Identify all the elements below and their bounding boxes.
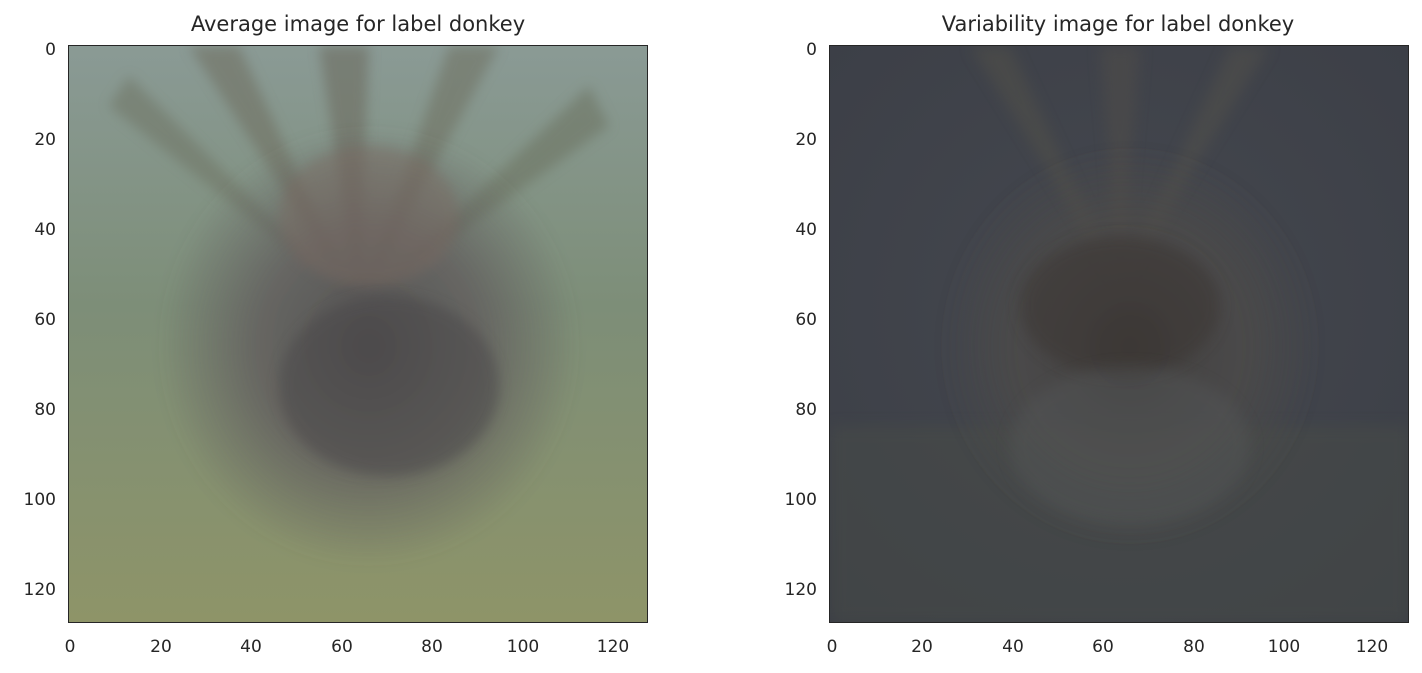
variability-xtick: 120 bbox=[1355, 637, 1389, 657]
average-xtick: 100 bbox=[506, 637, 540, 657]
variability-ytick: 80 bbox=[795, 400, 817, 420]
average-ytick: 100 bbox=[23, 490, 56, 510]
average-donkey-head bbox=[279, 146, 459, 286]
average-xtick: 60 bbox=[331, 637, 353, 657]
average-ytick: 120 bbox=[23, 580, 56, 600]
variability-xtick: 0 bbox=[826, 637, 838, 657]
variability-donkey-lower bbox=[1010, 366, 1250, 526]
variability-xtick: 40 bbox=[1002, 637, 1024, 657]
variability-donkey-head bbox=[1020, 236, 1220, 376]
average-ytick: 20 bbox=[34, 130, 56, 150]
average-image-svg bbox=[69, 46, 647, 622]
variability-ytick: 20 bbox=[795, 130, 817, 150]
variability-ytick: 60 bbox=[795, 310, 817, 330]
variability-xtick: 60 bbox=[1092, 637, 1114, 657]
variability-ytick: 40 bbox=[795, 220, 817, 240]
average-ytick: 60 bbox=[34, 310, 56, 330]
variability-ytick: 120 bbox=[784, 580, 817, 600]
average-xtick: 20 bbox=[150, 637, 172, 657]
variability-xtick: 80 bbox=[1183, 637, 1205, 657]
average-image-title: Average image for label donkey bbox=[190, 12, 526, 36]
average-xtick: 0 bbox=[64, 637, 76, 657]
variability-image-title: Variability image for label donkey bbox=[941, 12, 1295, 36]
variability-image-heatmap bbox=[829, 45, 1409, 623]
average-donkey-center bbox=[279, 296, 499, 476]
average-image-heatmap bbox=[68, 45, 648, 623]
average-ytick: 80 bbox=[34, 400, 56, 420]
average-xtick: 80 bbox=[421, 637, 443, 657]
variability-ytick: 0 bbox=[806, 40, 817, 60]
average-xtick: 120 bbox=[596, 637, 630, 657]
variability-ytick: 100 bbox=[784, 490, 817, 510]
average-ytick: 40 bbox=[34, 220, 56, 240]
variability-image-svg bbox=[830, 46, 1408, 622]
average-ytick: 0 bbox=[45, 40, 56, 60]
average-xtick: 40 bbox=[240, 637, 262, 657]
variability-xtick: 100 bbox=[1267, 637, 1301, 657]
variability-xtick: 20 bbox=[911, 637, 933, 657]
